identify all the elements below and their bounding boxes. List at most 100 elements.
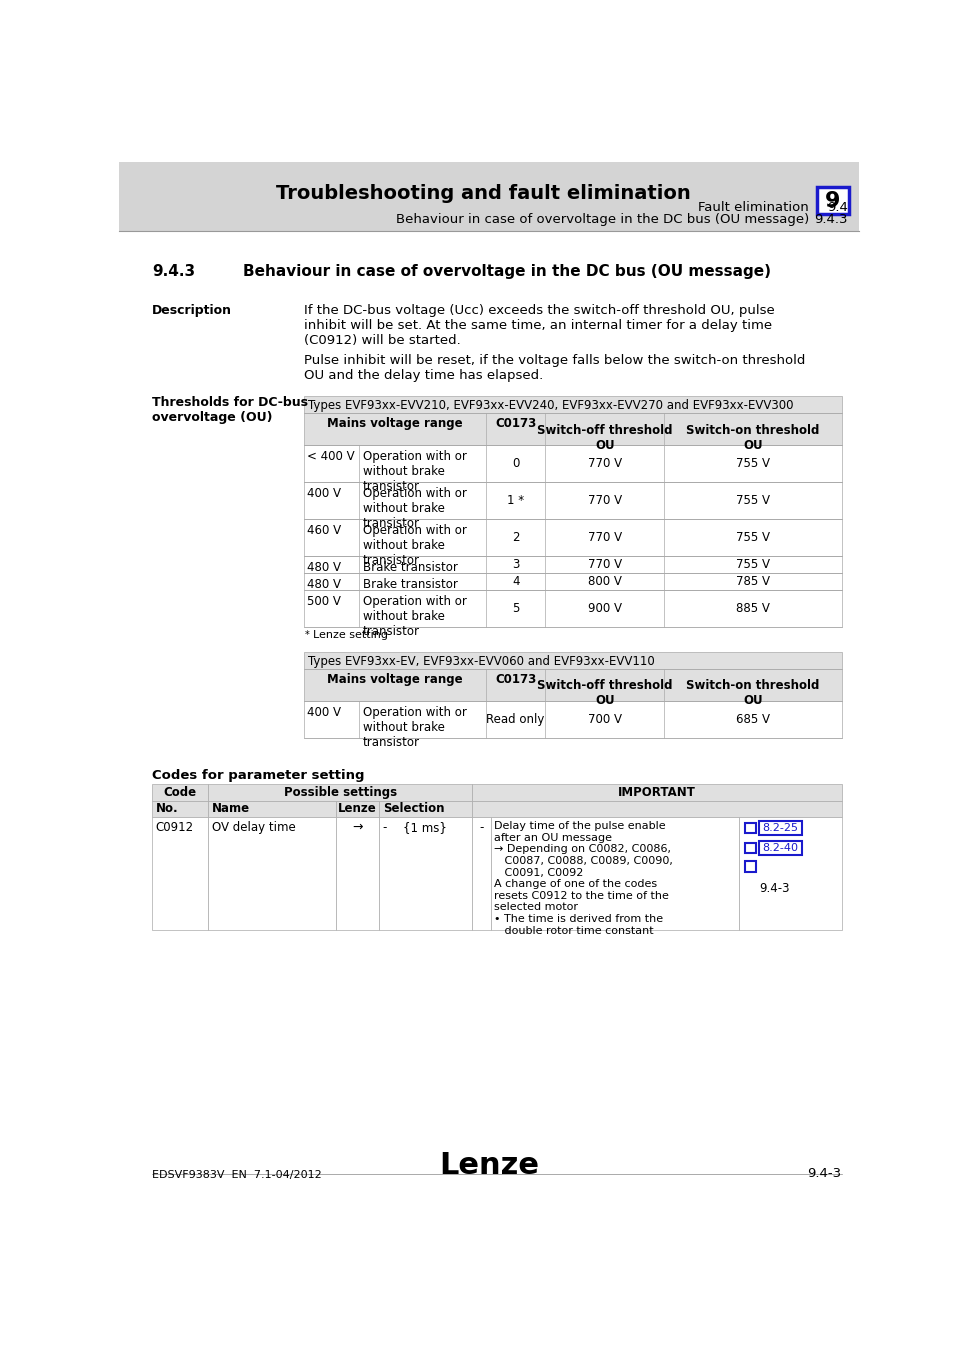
Text: 700 V: 700 V <box>587 713 621 726</box>
Text: 770 V: 770 V <box>587 532 621 544</box>
Text: 755 V: 755 V <box>735 532 769 544</box>
Bar <box>303 652 841 668</box>
Bar <box>472 801 841 817</box>
Text: Behaviour in case of overvoltage in the DC bus (OU message): Behaviour in case of overvoltage in the … <box>243 263 770 278</box>
Bar <box>152 801 208 817</box>
Text: 3: 3 <box>512 558 518 571</box>
Text: Lenze setting: Lenze setting <box>313 630 388 640</box>
Text: < 400 V: < 400 V <box>307 450 355 463</box>
Text: 685 V: 685 V <box>735 713 769 726</box>
Text: C0912: C0912 <box>155 821 193 834</box>
Text: 9.4: 9.4 <box>826 201 847 213</box>
Bar <box>303 520 841 556</box>
Bar <box>744 822 756 833</box>
Text: Switch-on threshold
OU: Switch-on threshold OU <box>685 424 819 452</box>
Text: 9: 9 <box>824 190 840 211</box>
Text: If the DC-bus voltage (Uᴄᴄ) exceeds the switch-off threshold OU, pulse
inhibit w: If the DC-bus voltage (Uᴄᴄ) exceeds the … <box>303 304 774 347</box>
Bar <box>303 701 841 738</box>
Bar <box>303 413 841 446</box>
Bar <box>759 841 801 855</box>
Text: 480 V: 480 V <box>307 560 340 574</box>
Text: 2: 2 <box>512 532 518 544</box>
Bar <box>491 817 739 930</box>
Text: Code: Code <box>163 786 196 799</box>
Text: 480 V: 480 V <box>307 578 340 591</box>
Text: C0173: C0173 <box>495 672 536 686</box>
Bar <box>208 801 335 817</box>
Text: 770 V: 770 V <box>587 494 621 508</box>
Text: Fault elimination: Fault elimination <box>698 201 808 213</box>
Text: 8.2-25: 8.2-25 <box>761 824 798 833</box>
Text: Operation with or
without brake
transistor: Operation with or without brake transist… <box>362 595 466 637</box>
Text: 400 V: 400 V <box>307 706 340 718</box>
Text: Thresholds for DC-bus
overvoltage (OU): Thresholds for DC-bus overvoltage (OU) <box>152 396 308 424</box>
Text: No.: No. <box>155 802 178 815</box>
Bar <box>152 784 208 801</box>
Text: Types EVF93xx-EVV210, EVF93xx-EVV240, EVF93xx-EVV270 and EVF93xx-EVV300: Types EVF93xx-EVV210, EVF93xx-EVV240, EV… <box>308 400 793 412</box>
Text: *: * <box>305 630 310 640</box>
Bar <box>303 590 841 628</box>
Text: 1 *: 1 * <box>507 494 524 508</box>
Bar <box>759 821 801 836</box>
Text: Switch-on threshold
OU: Switch-on threshold OU <box>685 679 819 707</box>
Bar <box>303 396 841 413</box>
Text: 9.4-3: 9.4-3 <box>806 1166 841 1180</box>
Text: 460 V: 460 V <box>307 524 340 537</box>
Text: 9.4-3: 9.4-3 <box>759 882 789 895</box>
Bar <box>335 817 378 930</box>
Bar <box>303 574 841 590</box>
Text: Pulse inhibit will be reset, if the voltage falls below the switch-on threshold
: Pulse inhibit will be reset, if the volt… <box>303 354 804 382</box>
Text: 885 V: 885 V <box>735 602 769 616</box>
Text: Operation with or
without brake
transistor: Operation with or without brake transist… <box>362 706 466 749</box>
Text: Description: Description <box>152 304 232 317</box>
Text: Operation with or
without brake
transistor: Operation with or without brake transist… <box>362 487 466 531</box>
Bar <box>303 446 841 482</box>
Text: Operation with or
without brake
transistor: Operation with or without brake transist… <box>362 450 466 493</box>
Text: C0173: C0173 <box>495 417 536 429</box>
Text: 800 V: 800 V <box>587 575 621 589</box>
Text: Operation with or
without brake
transistor: Operation with or without brake transist… <box>362 524 466 567</box>
Bar <box>378 801 472 817</box>
Text: Lenze: Lenze <box>337 802 376 815</box>
Text: 900 V: 900 V <box>587 602 621 616</box>
Text: Name: Name <box>212 802 250 815</box>
Text: 770 V: 770 V <box>587 458 621 470</box>
Text: EDSVF9383V  EN  7.1-04/2012: EDSVF9383V EN 7.1-04/2012 <box>152 1170 321 1180</box>
Text: 9.4.3: 9.4.3 <box>152 263 194 278</box>
Text: 0: 0 <box>512 458 518 470</box>
Text: Mains voltage range: Mains voltage range <box>327 672 462 686</box>
Text: {1 ms}: {1 ms} <box>403 821 447 834</box>
Bar <box>303 556 841 574</box>
Text: IMPORTANT: IMPORTANT <box>618 786 695 799</box>
Bar <box>472 784 841 801</box>
Text: 5: 5 <box>512 602 518 616</box>
Text: 755 V: 755 V <box>735 494 769 508</box>
Text: Brake transistor: Brake transistor <box>362 560 457 574</box>
Bar <box>303 482 841 520</box>
Bar <box>119 162 858 231</box>
Text: Selection: Selection <box>382 802 444 815</box>
Text: Lenze: Lenze <box>438 1152 538 1180</box>
Text: →: → <box>352 821 362 834</box>
Bar <box>152 817 208 930</box>
Text: 400 V: 400 V <box>307 487 340 500</box>
Bar <box>472 817 491 930</box>
Bar <box>378 817 472 930</box>
Text: 785 V: 785 V <box>735 575 769 589</box>
Text: -: - <box>478 821 483 834</box>
Bar <box>744 861 756 872</box>
Text: Types EVF93xx-EV, EVF93xx-EVV060 and EVF93xx-EVV110: Types EVF93xx-EV, EVF93xx-EVV060 and EVF… <box>308 655 655 668</box>
Text: Troubleshooting and fault elimination: Troubleshooting and fault elimination <box>275 184 690 202</box>
Text: 4: 4 <box>512 575 518 589</box>
Text: Codes for parameter setting: Codes for parameter setting <box>152 768 364 782</box>
Bar <box>303 668 841 701</box>
Text: Mains voltage range: Mains voltage range <box>327 417 462 429</box>
Text: Brake transistor: Brake transistor <box>362 578 457 591</box>
Bar <box>744 842 756 853</box>
Bar <box>208 784 472 801</box>
Text: 755 V: 755 V <box>735 458 769 470</box>
Text: -: - <box>382 821 387 834</box>
Text: Switch-off threshold
OU: Switch-off threshold OU <box>537 679 672 707</box>
Text: 8.2-40: 8.2-40 <box>761 842 798 853</box>
Bar <box>335 801 378 817</box>
